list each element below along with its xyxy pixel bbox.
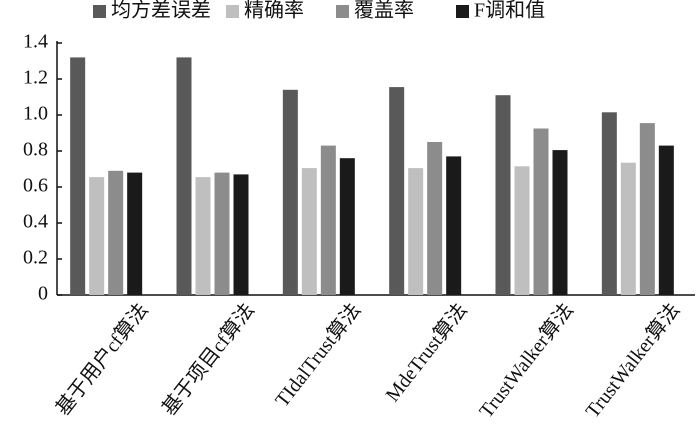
legend-label: F调和值 bbox=[474, 0, 545, 22]
x-tick-label: TIdalTrust算法 bbox=[270, 299, 365, 412]
x-tick-label: 基于项目cf算法 bbox=[157, 299, 259, 420]
x-tick-label: MdeTrust算法 bbox=[381, 299, 472, 406]
legend-swatch bbox=[226, 5, 239, 18]
bar bbox=[639, 123, 655, 295]
y-tick-label: 1.4 bbox=[23, 31, 48, 53]
legend-swatch bbox=[93, 5, 106, 18]
legend-label: 覆盖率 bbox=[354, 0, 414, 22]
legend-swatch bbox=[336, 5, 349, 18]
y-tick-label: 1.0 bbox=[23, 103, 48, 125]
legend-swatch bbox=[456, 5, 469, 18]
x-tick-label: TrustWalker算法 bbox=[475, 299, 579, 423]
y-tick-label: 0.6 bbox=[23, 175, 48, 197]
y-tick-label: 0.8 bbox=[23, 139, 48, 161]
bar bbox=[389, 87, 405, 295]
y-tick-label: 1.2 bbox=[23, 67, 48, 89]
bar bbox=[446, 156, 462, 295]
bar bbox=[658, 145, 674, 295]
bar bbox=[282, 89, 298, 295]
bar bbox=[233, 174, 249, 295]
x-tick-label: TrustWalker算法 bbox=[581, 299, 685, 423]
bar bbox=[495, 95, 511, 295]
bar bbox=[127, 172, 143, 295]
bar bbox=[427, 142, 443, 295]
bar bbox=[601, 112, 617, 295]
y-tick-label: 0.2 bbox=[23, 247, 48, 269]
bar bbox=[620, 162, 636, 295]
bar bbox=[320, 145, 336, 295]
bar bbox=[108, 170, 124, 295]
bar bbox=[214, 172, 230, 295]
y-tick-label: 0 bbox=[38, 283, 48, 305]
legend-label: 均方差误差 bbox=[111, 0, 211, 22]
legend-label: 精确率 bbox=[244, 0, 304, 22]
bar bbox=[339, 158, 355, 295]
bar bbox=[408, 168, 424, 295]
bar bbox=[176, 57, 192, 296]
y-tick-label: 0.4 bbox=[23, 211, 48, 233]
bar bbox=[89, 177, 105, 295]
bar bbox=[195, 177, 211, 295]
bar bbox=[533, 128, 549, 295]
bar bbox=[301, 168, 317, 295]
bar bbox=[70, 57, 86, 296]
bar bbox=[514, 166, 530, 295]
x-tick-label: 基于用户cf算法 bbox=[51, 299, 153, 420]
bar bbox=[552, 150, 568, 295]
